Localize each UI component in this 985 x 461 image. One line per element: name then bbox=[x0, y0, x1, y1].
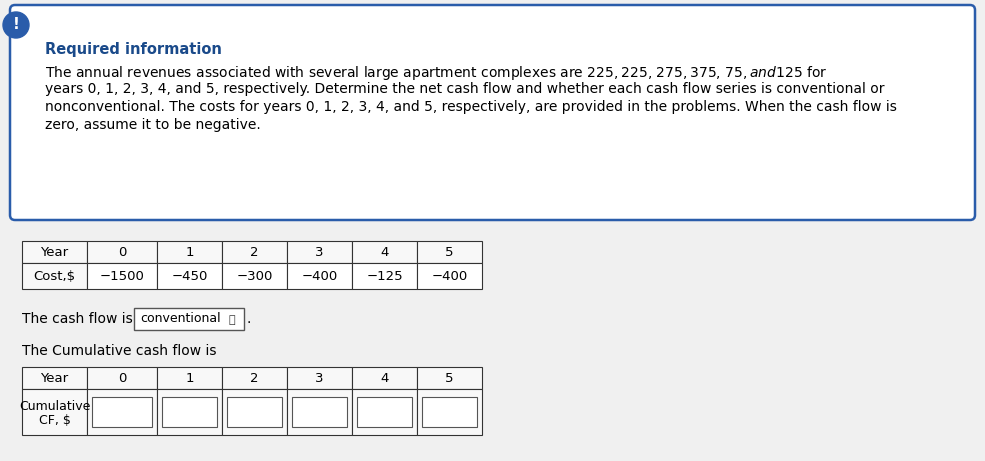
Text: !: ! bbox=[13, 18, 20, 32]
Bar bbox=[287, 263, 352, 289]
Text: −1500: −1500 bbox=[99, 270, 145, 283]
Text: conventional: conventional bbox=[140, 313, 221, 325]
Bar bbox=[22, 241, 87, 263]
Text: 3: 3 bbox=[315, 372, 324, 384]
Text: Year: Year bbox=[40, 246, 69, 259]
Text: The Cumulative cash flow is: The Cumulative cash flow is bbox=[22, 344, 217, 358]
Bar bbox=[22, 263, 87, 289]
Bar bbox=[22, 389, 87, 435]
Text: 5: 5 bbox=[445, 372, 454, 384]
Text: −125: −125 bbox=[366, 270, 403, 283]
Text: 0: 0 bbox=[118, 372, 126, 384]
Text: ⌵: ⌵ bbox=[229, 315, 235, 325]
Text: 4: 4 bbox=[380, 372, 389, 384]
FancyBboxPatch shape bbox=[10, 5, 975, 220]
Bar bbox=[87, 241, 157, 263]
Text: Year: Year bbox=[40, 372, 69, 384]
Text: 0: 0 bbox=[118, 246, 126, 259]
Bar bbox=[87, 367, 157, 389]
Text: −400: −400 bbox=[301, 270, 338, 283]
Text: CF, $: CF, $ bbox=[38, 414, 71, 426]
Bar bbox=[222, 389, 287, 435]
Text: The cash flow is: The cash flow is bbox=[22, 312, 137, 326]
Text: −300: −300 bbox=[236, 270, 273, 283]
Bar bbox=[422, 397, 477, 427]
Bar bbox=[157, 367, 222, 389]
Text: 1: 1 bbox=[185, 372, 194, 384]
Text: Cumulative: Cumulative bbox=[19, 400, 91, 413]
Bar bbox=[287, 389, 352, 435]
Text: 4: 4 bbox=[380, 246, 389, 259]
Text: −400: −400 bbox=[431, 270, 468, 283]
Bar bbox=[352, 241, 417, 263]
Bar bbox=[352, 367, 417, 389]
Bar bbox=[417, 263, 482, 289]
Text: zero, assume it to be negative.: zero, assume it to be negative. bbox=[45, 118, 261, 132]
Text: 2: 2 bbox=[250, 372, 259, 384]
Bar bbox=[87, 263, 157, 289]
Bar bbox=[157, 389, 222, 435]
Bar bbox=[352, 263, 417, 289]
Bar bbox=[357, 397, 412, 427]
Bar bbox=[157, 241, 222, 263]
Bar bbox=[222, 241, 287, 263]
Text: 2: 2 bbox=[250, 246, 259, 259]
Bar bbox=[417, 241, 482, 263]
Bar bbox=[292, 397, 347, 427]
Text: nonconventional. The costs for years 0, 1, 2, 3, 4, and 5, respectively, are pro: nonconventional. The costs for years 0, … bbox=[45, 100, 897, 114]
Bar bbox=[222, 263, 287, 289]
Text: Required information: Required information bbox=[45, 42, 222, 57]
Bar bbox=[222, 367, 287, 389]
Text: −450: −450 bbox=[171, 270, 208, 283]
Bar bbox=[287, 367, 352, 389]
Bar bbox=[22, 367, 87, 389]
Text: 1: 1 bbox=[185, 246, 194, 259]
Text: 5: 5 bbox=[445, 246, 454, 259]
Text: Cost,$: Cost,$ bbox=[33, 270, 76, 283]
Bar bbox=[92, 397, 152, 427]
Circle shape bbox=[3, 12, 29, 38]
Bar bbox=[162, 397, 217, 427]
Text: The annual revenues associated with several large apartment complexes are $225, : The annual revenues associated with seve… bbox=[45, 64, 827, 82]
Text: .: . bbox=[247, 312, 251, 326]
Bar bbox=[287, 241, 352, 263]
Text: years 0, 1, 2, 3, 4, and 5, respectively. Determine the net cash flow and whethe: years 0, 1, 2, 3, 4, and 5, respectively… bbox=[45, 82, 885, 96]
Text: 3: 3 bbox=[315, 246, 324, 259]
Bar bbox=[227, 397, 282, 427]
Bar bbox=[417, 389, 482, 435]
Bar bbox=[352, 389, 417, 435]
Bar bbox=[87, 389, 157, 435]
Bar bbox=[157, 263, 222, 289]
Bar bbox=[134, 308, 244, 330]
Bar bbox=[417, 367, 482, 389]
